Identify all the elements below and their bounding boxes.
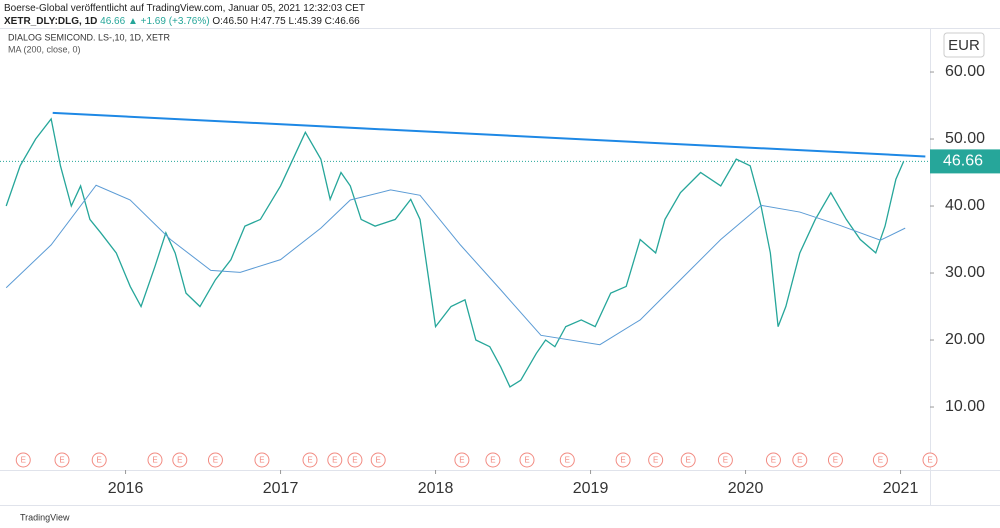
earnings-marker [454, 452, 470, 468]
symbol: XETR_DLY:DLG, 1D [4, 16, 98, 27]
earnings-label: E [490, 456, 495, 465]
earnings-label: E [878, 456, 883, 465]
y-tick-label: 60.00 [945, 63, 985, 80]
y-tick-label: 40.00 [945, 197, 985, 214]
earnings-marker [347, 452, 363, 468]
earnings-marker [302, 452, 318, 468]
change: ▲ +1.69 (+3.76%) [127, 16, 210, 27]
earnings-label: E [459, 456, 464, 465]
earnings-marker [792, 452, 808, 468]
earnings-marker [485, 452, 501, 468]
x-tick-label: 2021 [883, 480, 919, 497]
earnings-label: E [177, 456, 182, 465]
earnings-label: E [376, 456, 381, 465]
earnings-label: E [21, 456, 26, 465]
publisher: Boerse-Global veröffentlicht auf Trading… [4, 3, 365, 14]
price: 46.66 [100, 16, 126, 27]
legend-ma: MA (200, close, 0) [8, 44, 81, 54]
price-line [5, 117, 905, 388]
earnings-label: E [565, 456, 570, 465]
earnings-marker [91, 452, 107, 468]
earnings-marker [207, 452, 223, 468]
y-tick-label: 30.00 [945, 264, 985, 281]
currency-box [943, 32, 985, 58]
x-tick-label: 2016 [108, 480, 144, 497]
earnings-marker [559, 452, 575, 468]
x-tick-label: 2019 [573, 480, 609, 497]
quote-line: XETR_DLY:DLG, 1D 46.66 ▲ +1.69 (+3.76%) … [4, 15, 365, 28]
earnings-marker [872, 452, 888, 468]
earnings-label: E [771, 456, 776, 465]
trendline [52, 111, 926, 158]
x-tick-label: 2017 [263, 480, 299, 497]
y-tick-label: 50.00 [945, 130, 985, 147]
earnings-label: E [332, 456, 337, 465]
currency: EUR [948, 37, 980, 54]
earnings-marker [922, 452, 938, 468]
footer: TradingView [20, 512, 70, 522]
earnings-marker [519, 452, 535, 468]
y-tick-label: 10.00 [945, 398, 985, 415]
earnings-marker [827, 452, 843, 468]
earnings-marker [370, 452, 386, 468]
earnings-label: E [97, 456, 102, 465]
ohlc: O:46.50 H:47.75 L:45.39 C:46.66 [212, 16, 360, 27]
x-tick-label: 2020 [728, 480, 764, 497]
earnings-label: E [653, 456, 658, 465]
earnings-label: E [352, 456, 357, 465]
x-tick-label: 2018 [418, 480, 454, 497]
earnings-marker [254, 452, 270, 468]
legend-symbol: DIALOG SEMICOND. LS-,10, 1D, XETR [8, 32, 171, 42]
y-tick-label: 20.00 [945, 331, 985, 348]
earnings-label: E [213, 456, 218, 465]
last-price-box [930, 149, 1000, 174]
earnings-marker [327, 452, 343, 468]
earnings-label: E [620, 456, 625, 465]
earnings-marker [147, 452, 163, 468]
earnings-label: E [152, 456, 157, 465]
earnings-label: E [307, 456, 312, 465]
earnings-label: E [723, 456, 728, 465]
earnings-label: E [833, 456, 838, 465]
earnings-label: E [59, 456, 64, 465]
earnings-marker [615, 452, 631, 468]
header: Boerse-Global veröffentlicht auf Trading… [4, 2, 365, 28]
ma-line [5, 184, 906, 346]
earnings-marker [765, 452, 781, 468]
earnings-label: E [927, 456, 932, 465]
earnings-marker [680, 452, 696, 468]
earnings-marker [172, 452, 188, 468]
earnings-label: E [524, 456, 529, 465]
earnings-marker [717, 452, 733, 468]
last-price-label: 46.66 [943, 153, 983, 170]
earnings-label: E [259, 456, 264, 465]
earnings-marker [648, 452, 664, 468]
earnings-marker [54, 452, 70, 468]
earnings-marker [15, 452, 31, 468]
earnings-label: E [797, 456, 802, 465]
earnings-label: E [686, 456, 691, 465]
